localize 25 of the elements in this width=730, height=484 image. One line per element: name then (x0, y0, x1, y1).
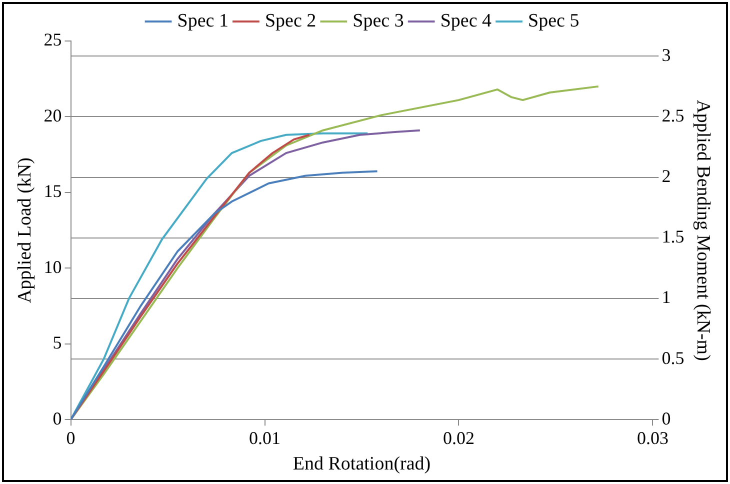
y2-tick-label: 3 (662, 44, 671, 65)
x-tick-label: 0 (66, 428, 76, 448)
y-tick-label: 20 (44, 105, 62, 126)
legend-label: Spec 5 (528, 10, 580, 32)
y2-tick-label: 0.5 (662, 348, 684, 368)
legend-label: Spec 3 (352, 10, 404, 32)
legend-label: Spec 4 (440, 10, 492, 32)
x-tick-label: 0.02 (442, 428, 474, 448)
y-tick-label: 25 (44, 30, 62, 50)
y-tick-label: 0 (52, 408, 62, 428)
y2-axis-title: Applied Bending Moment (kN-m) (692, 100, 714, 361)
y2-tick-label: 0 (662, 408, 671, 428)
y-axis-title: Applied Load (kN) (14, 157, 36, 304)
y-tick-label: 10 (44, 256, 62, 277)
x-tick-label: 0.03 (636, 428, 668, 448)
x-tick-label: 0.01 (249, 428, 281, 448)
y2-tick-label: 1 (662, 287, 671, 308)
legend-label: Spec 1 (177, 10, 228, 32)
x-axis-title: End Rotation(rad) (292, 454, 431, 475)
legend-label: Spec 2 (264, 10, 316, 32)
y2-tick-label: 2.5 (662, 105, 684, 126)
y-tick-label: 15 (44, 181, 62, 202)
y2-tick-label: 1.5 (662, 226, 684, 247)
y2-tick-label: 2 (662, 166, 671, 186)
y-tick-label: 5 (52, 332, 62, 353)
